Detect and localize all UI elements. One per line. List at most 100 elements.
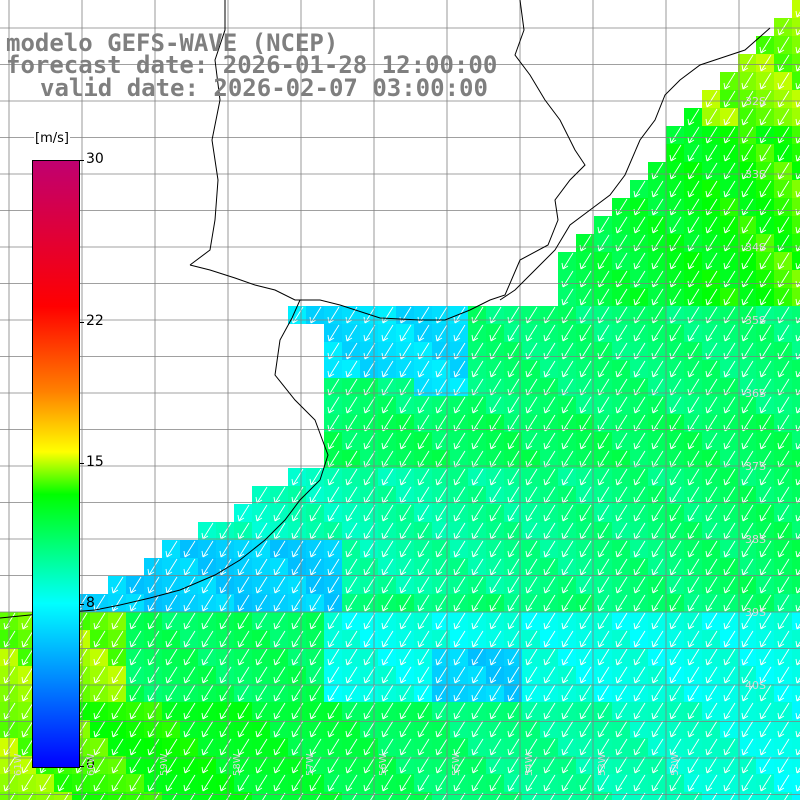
wind-cell [684,630,702,648]
wind-arrow [759,558,772,576]
wind-cell [594,288,612,306]
wind-cell [738,216,756,234]
wind-arrow [615,360,628,378]
wind-arrow [165,756,178,774]
wind-arrow [669,126,682,144]
wind-arrow [489,702,502,720]
wind-cell [792,18,800,36]
wind-arrow [687,198,700,216]
wind-arrow [453,720,466,738]
wind-cell [162,630,180,648]
wind-cell [504,558,522,576]
latitude-label: 36S [745,387,766,400]
wind-cell [414,486,432,504]
wind-cell [306,540,324,558]
wind-arrow [741,54,754,72]
wind-arrow [777,738,790,756]
wind-cell [702,108,720,126]
wind-arrow [705,90,718,108]
wind-cell [576,360,594,378]
wind-arrow [435,360,448,378]
wind-cell [450,540,468,558]
wind-cell [720,486,738,504]
wind-arrow [489,396,502,414]
wind-cell [234,792,252,800]
wind-arrow [327,540,340,558]
wind-cell [198,594,216,612]
wind-arrow [453,738,466,756]
wind-cell [630,576,648,594]
wind-cell [684,450,702,468]
wind-cell [756,738,774,756]
wind-cell [756,432,774,450]
wind-arrow [777,540,790,558]
wind-cell [684,126,702,144]
wind-cell [684,198,702,216]
wind-arrow [723,558,736,576]
wind-arrow [561,702,574,720]
wind-cell [396,666,414,684]
wind-arrow [597,288,610,306]
wind-cell [684,774,702,792]
wind-cell [576,306,594,324]
wind-arrow [399,468,412,486]
wind-cell [414,738,432,756]
wind-cell [108,774,126,792]
wind-arrow [669,540,682,558]
wind-cell [144,702,162,720]
wind-arrow [381,576,394,594]
wind-arrow [21,738,34,756]
wind-arrow [615,252,628,270]
wind-cell [540,630,558,648]
wind-cell [504,612,522,630]
wind-arrow [723,396,736,414]
wind-arrow [327,324,340,342]
wind-arrow [309,576,322,594]
wind-cell [792,288,800,306]
wind-cell [594,504,612,522]
wind-arrow [723,288,736,306]
wind-arrow [399,702,412,720]
wind-cell [252,684,270,702]
wind-arrow [399,630,412,648]
wind-cell [324,576,342,594]
wind-arrow [165,774,178,792]
wind-arrow [111,756,124,774]
wind-cell [162,720,180,738]
wind-cell [360,324,378,342]
wind-arrow [543,540,556,558]
wind-cell [720,90,738,108]
wind-arrow [723,720,736,738]
wind-cell [756,72,774,90]
wind-arrow [417,594,430,612]
wind-arrow [327,630,340,648]
wind-arrow [633,180,646,198]
wind-cell [612,324,630,342]
wind-cell [108,684,126,702]
wind-cell [774,108,792,126]
wind-cell [180,774,198,792]
wind-arrow [759,324,772,342]
wind-cell [630,504,648,522]
wind-arrow [543,648,556,666]
wind-arrow [669,630,682,648]
wind-cell [648,684,666,702]
wind-arrow [327,594,340,612]
wind-cell [72,774,90,792]
wind-cell [108,648,126,666]
wind-arrow [633,522,646,540]
wind-arrow [489,432,502,450]
wind-arrow [46,792,52,800]
wind-arrow [219,738,232,756]
wind-arrow [496,792,502,800]
wind-cell [504,576,522,594]
wind-arrow [687,630,700,648]
wind-cell [468,756,486,774]
colorbar [32,160,80,768]
wind-cell [450,558,468,576]
wind-arrow [471,702,484,720]
wind-cell [720,234,738,252]
wind-cell [684,522,702,540]
wind-cell [108,702,126,720]
wind-arrow [399,738,412,756]
